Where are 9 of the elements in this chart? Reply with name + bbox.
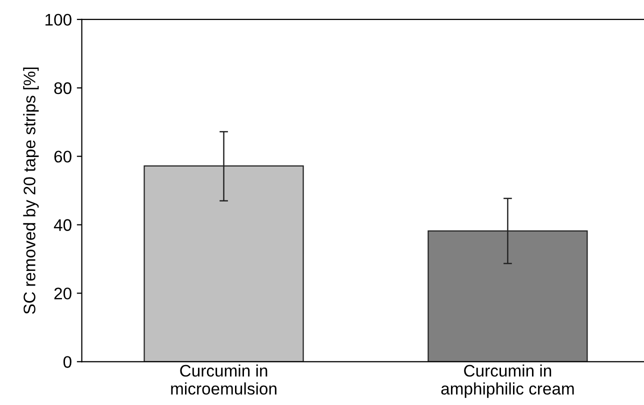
y-tick-label: 60 — [54, 150, 72, 163]
y-tick-label: 100 — [46, 14, 72, 26]
y-tick-label: 0 — [63, 356, 72, 368]
y-axis-title: SC removed by 20 tape strips [%] — [23, 68, 39, 314]
y-tick-label: 20 — [54, 288, 72, 300]
y-tick-label: 40 — [54, 219, 72, 231]
x-tick-label: Curcumin in microemulsion — [171, 364, 276, 395]
x-tick-label: Curcumin in amphiphilic cream — [441, 364, 574, 398]
y-tick-label: 80 — [54, 82, 72, 94]
